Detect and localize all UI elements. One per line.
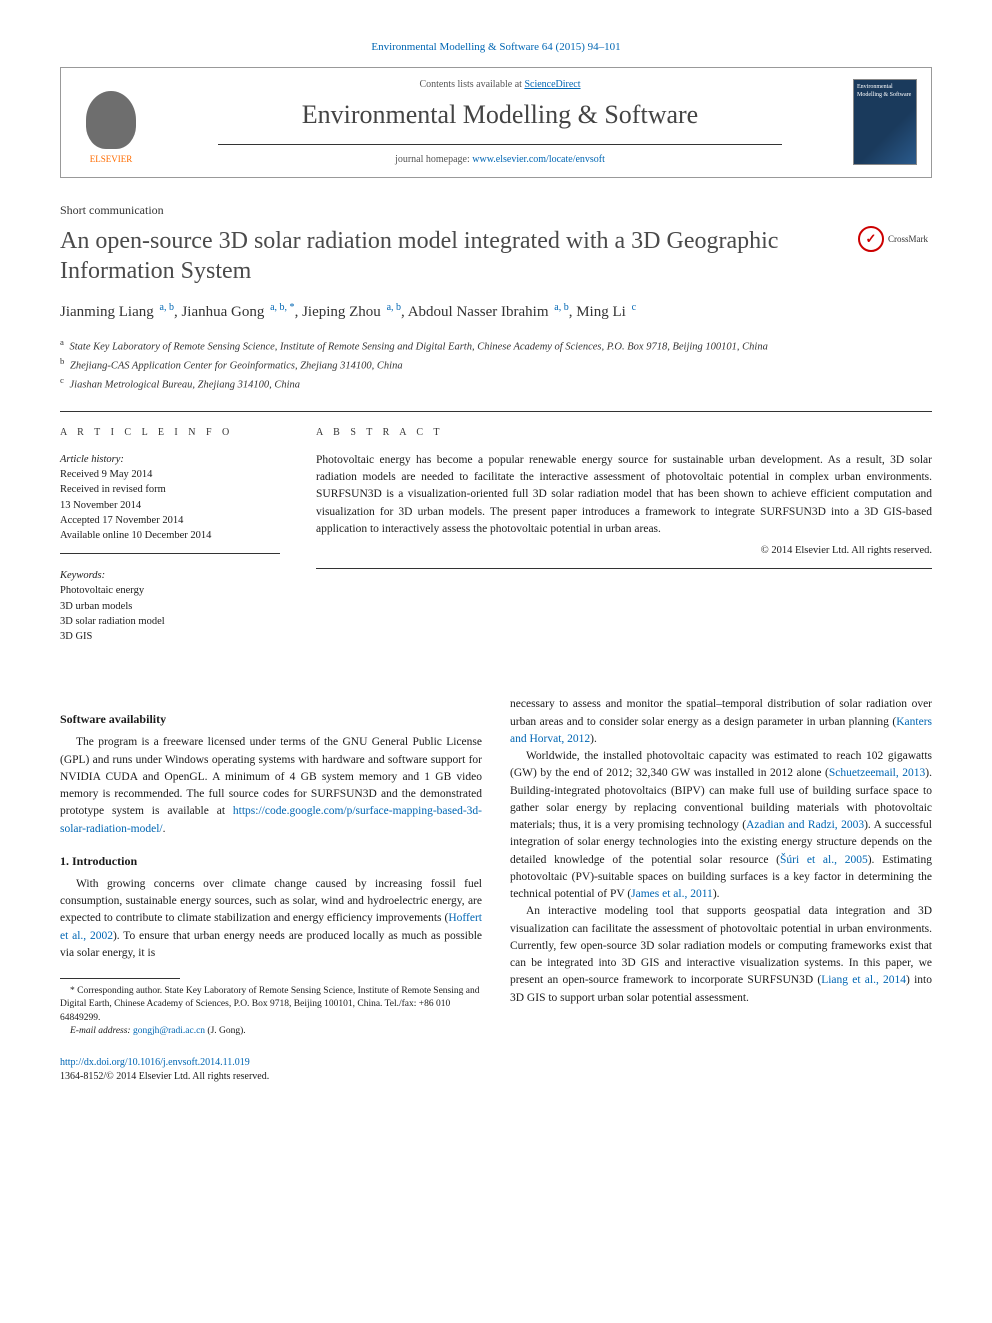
affiliations: a State Key Laboratory of Remote Sensing… — [60, 336, 932, 394]
issn-copyright: 1364-8152/© 2014 Elsevier Ltd. All right… — [60, 1071, 269, 1082]
author: Jianming Liang a, b — [60, 304, 174, 320]
body-para: Worldwide, the installed photovoltaic ca… — [510, 748, 932, 903]
email-link[interactable]: gongjh@radi.ac.cn — [133, 1026, 205, 1036]
article-info-column: A R T I C L E I N F O Article history: R… — [60, 411, 280, 668]
affiliation-a: a State Key Laboratory of Remote Sensing… — [60, 336, 932, 355]
journal-cover-thumbnail: Environmental Modelling & Software — [853, 79, 917, 165]
journal-reference: Environmental Modelling & Software 64 (2… — [60, 40, 932, 55]
doi-link[interactable]: http://dx.doi.org/10.1016/j.envsoft.2014… — [60, 1057, 250, 1068]
footnote-separator — [60, 978, 180, 979]
affiliation-c: c Jiashan Metrological Bureau, Zhejiang … — [60, 374, 932, 393]
body-left-column: Software availability The program is a f… — [60, 696, 482, 1038]
keyword: 3D GIS — [60, 629, 280, 644]
citation-link[interactable]: Šúri et al., 2005 — [780, 854, 868, 866]
journal-header-box: ELSEVIER Contents lists available at Sci… — [60, 67, 932, 178]
contents-available-line: Contents lists available at ScienceDirec… — [147, 78, 853, 92]
intro-para: With growing concerns over climate chang… — [60, 876, 482, 962]
author: Abdoul Nasser Ibrahim a, b — [408, 304, 569, 320]
author: Jieping Zhou a, b — [302, 304, 401, 320]
divider — [316, 568, 932, 569]
citation-link[interactable]: Azadian and Radzi, 2003 — [746, 819, 864, 831]
elsevier-tree-icon — [86, 91, 136, 149]
keyword: Photovoltaic energy — [60, 583, 280, 598]
introduction-heading: 1. Introduction — [60, 852, 482, 870]
body-para: An interactive modeling tool that suppor… — [510, 903, 932, 1007]
abstract-copyright: © 2014 Elsevier Ltd. All rights reserved… — [316, 544, 932, 558]
keywords-label: Keywords: — [60, 568, 280, 583]
article-history: Article history: Received 9 May 2014 Rec… — [60, 452, 280, 554]
citation-link[interactable]: Liang et al., 2014 — [821, 974, 906, 986]
homepage-line: journal homepage: www.elsevier.com/locat… — [147, 153, 853, 167]
abstract-column: A B S T R A C T Photovoltaic energy has … — [316, 411, 932, 668]
sciencedirect-link[interactable]: ScienceDirect — [524, 79, 580, 90]
keywords-block: Keywords: Photovoltaic energy 3D urban m… — [60, 568, 280, 654]
article-type: Short communication — [60, 202, 932, 218]
authors-line: Jianming Liang a, b, Jianhua Gong a, b, … — [60, 300, 932, 324]
crossmark-label: CrossMark — [888, 233, 928, 245]
history-line: Accepted 17 November 2014 — [60, 513, 280, 528]
elsevier-logo: ELSEVIER — [75, 79, 147, 165]
author: Ming Li c — [576, 304, 636, 320]
history-label: Article history: — [60, 452, 280, 467]
homepage-link[interactable]: www.elsevier.com/locate/envsoft — [472, 154, 605, 165]
journal-title: Environmental Modelling & Software — [147, 97, 853, 132]
publisher-name: ELSEVIER — [90, 153, 133, 165]
keyword: 3D urban models — [60, 599, 280, 614]
citation-link[interactable]: James et al., 2011 — [631, 888, 713, 900]
abstract-heading: A B S T R A C T — [316, 426, 932, 440]
corresponding-author-footnote: * Corresponding author. State Key Labora… — [60, 985, 482, 1025]
abstract-text: Photovoltaic energy has become a popular… — [316, 452, 932, 538]
history-line: Received in revised form — [60, 482, 280, 497]
citation-link[interactable]: Schuetzeemail, 2013 — [829, 767, 925, 779]
article-title: An open-source 3D solar radiation model … — [60, 226, 842, 286]
email-footnote: E-mail address: gongjh@radi.ac.cn (J. Go… — [60, 1025, 482, 1038]
footnotes: * Corresponding author. State Key Labora… — [60, 985, 482, 1038]
contents-prefix: Contents lists available at — [419, 79, 524, 90]
body-para: necessary to assess and monitor the spat… — [510, 696, 932, 748]
software-availability-heading: Software availability — [60, 710, 482, 728]
homepage-prefix: journal homepage: — [395, 154, 472, 165]
body-right-column: necessary to assess and monitor the spat… — [510, 696, 932, 1038]
keyword: 3D solar radiation model — [60, 614, 280, 629]
crossmark-icon: ✓ — [858, 226, 884, 252]
divider — [218, 144, 783, 145]
history-line: Available online 10 December 2014 — [60, 528, 280, 543]
history-line: Received 9 May 2014 — [60, 467, 280, 482]
page-footer: http://dx.doi.org/10.1016/j.envsoft.2014… — [60, 1056, 932, 1084]
author: Jianhua Gong a, b, * — [181, 304, 294, 320]
history-line: 13 November 2014 — [60, 498, 280, 513]
affiliation-b: b Zhejiang-CAS Application Center for Ge… — [60, 355, 932, 374]
software-availability-para: The program is a freeware licensed under… — [60, 734, 482, 838]
article-info-heading: A R T I C L E I N F O — [60, 426, 280, 440]
crossmark-badge[interactable]: ✓ CrossMark — [858, 226, 932, 252]
